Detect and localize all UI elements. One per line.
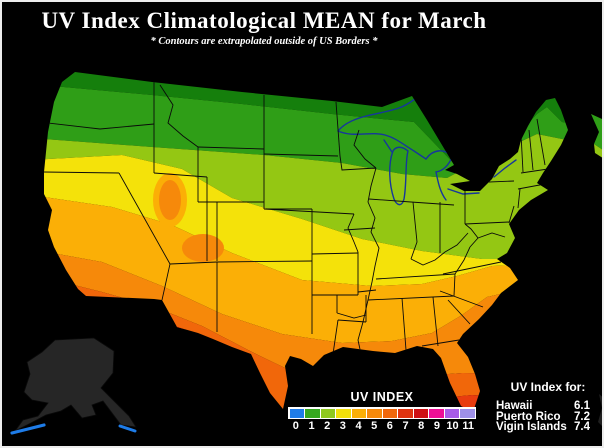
island-uv-value: 6.1 <box>574 400 590 412</box>
right-edge-landmass <box>598 394 602 426</box>
island-uv-value: 7.4 <box>574 421 590 433</box>
island-row: Puerto Rico 7.2 <box>496 410 590 423</box>
legend-number: 5 <box>371 420 378 432</box>
legend-number: 10 <box>446 420 459 432</box>
island-uv-value: 7.2 <box>574 410 590 423</box>
legend-swatch-4 <box>351 408 366 418</box>
legend-swatch-11 <box>460 408 475 418</box>
utah-orange-spot <box>159 180 181 220</box>
legend-number: 6 <box>386 420 393 432</box>
island-uv-values: UV Index for: Hawaii 6.1 Puerto Rico 7.2 Vig… <box>496 380 590 433</box>
great-lakes-shorelines <box>337 98 517 206</box>
aleutian-islands-uv <box>10 423 46 435</box>
legend-number: 1 <box>308 420 315 432</box>
legend-swatch-6 <box>382 408 397 418</box>
sanjuan-orange-spot <box>182 234 224 262</box>
band-uv-2 <box>44 84 568 178</box>
page-title: UV Index Climatological MEAN for March <box>41 8 487 33</box>
band-uv-3 <box>44 134 568 259</box>
band-uv-5 <box>44 195 568 343</box>
legend-number: 2 <box>324 420 331 432</box>
green-bay-shore <box>383 139 393 153</box>
island-values-rows: Hawaii 6.1 Puerto Rico 7.2 Vigin Islands 7.4 <box>496 401 590 433</box>
state-borders <box>44 82 549 355</box>
legend-number: 11 <box>462 420 475 432</box>
legend-swatch-8 <box>413 408 428 418</box>
lake-michigan-shore <box>389 146 409 206</box>
legend-swatch-7 <box>398 408 413 418</box>
legend-value-labels: 0 1 2 3 4 5 6 7 8 9 10 11 <box>288 420 476 432</box>
island-row: Vigin Islands 7.4 <box>496 422 590 433</box>
legend-title: UV INDEX <box>350 390 414 404</box>
legend-number: 8 <box>418 420 425 432</box>
legend-number: 0 <box>292 420 299 432</box>
legend-swatch-1 <box>305 408 320 418</box>
nova-scotia-sliver <box>591 114 602 158</box>
uv-index-legend: UV INDEX 0 1 2 3 4 5 6 7 8 9 10 11 <box>288 390 476 432</box>
lake-erie-shore <box>447 188 480 195</box>
page-subtitle: * Contours are extrapolated outside of U… <box>150 36 378 47</box>
island-row: Hawaii 6.1 <box>496 401 590 412</box>
lake-huron-shore <box>425 150 453 201</box>
legend-number: 7 <box>402 420 409 432</box>
lake-ontario-shore <box>493 159 517 178</box>
header: UV Index Climatological MEAN for March *… <box>2 8 526 47</box>
legend-swatch-10 <box>444 408 459 418</box>
legend-number: 9 <box>433 420 440 432</box>
legend-swatch-3 <box>336 408 351 418</box>
legend-swatch-9 <box>429 408 444 418</box>
band-uv-6 <box>44 249 568 385</box>
legend-swatch-5 <box>367 408 382 418</box>
island-name: Vigin Islands <box>496 421 567 433</box>
legend-number: 3 <box>339 420 346 432</box>
legend-swatch-0 <box>289 408 304 418</box>
lake-superior-shore <box>337 98 427 160</box>
alaska-inset <box>10 337 137 435</box>
legend-color-bar <box>288 407 476 419</box>
legend-number: 4 <box>355 420 362 432</box>
island-name: Puerto Rico <box>496 410 561 423</box>
alaska-silhouette <box>14 337 137 432</box>
alaska-panhandle-uv <box>118 424 137 433</box>
island-values-title: UV Index for: <box>510 380 586 394</box>
island-name: Hawaii <box>496 400 533 412</box>
legend-swatch-2 <box>320 408 335 418</box>
